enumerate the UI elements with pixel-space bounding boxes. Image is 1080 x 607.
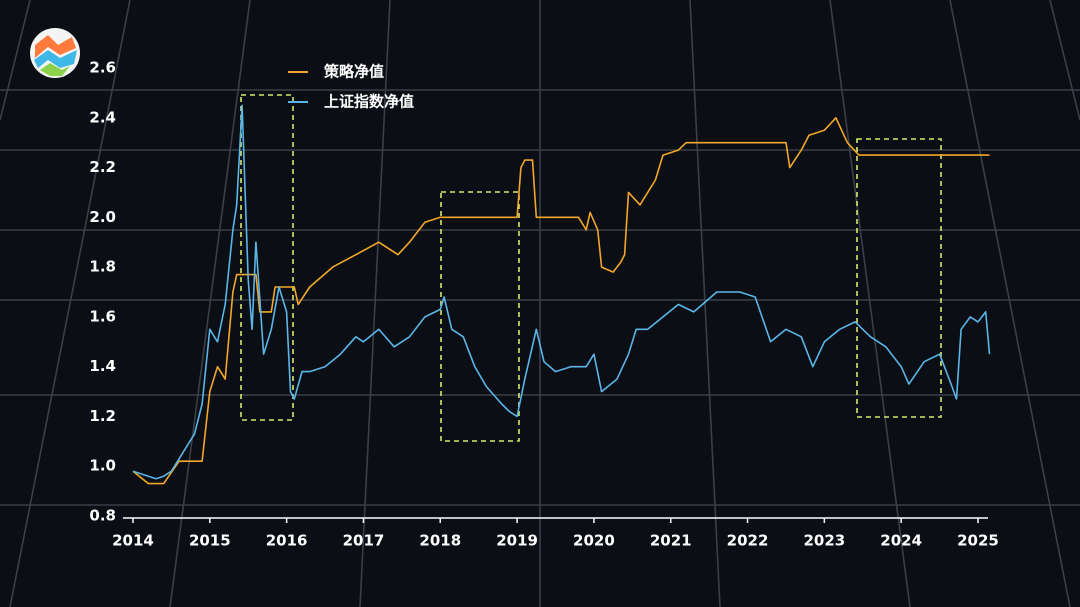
legend-label: 策略净值 <box>323 63 384 81</box>
x-tick-label: 2025 <box>957 532 999 550</box>
y-tick-label: 2.2 <box>89 158 116 176</box>
y-tick-label: 2.0 <box>89 208 116 226</box>
x-tick-label: 2017 <box>343 532 385 550</box>
x-tick-label: 2021 <box>650 532 692 550</box>
highlight-box <box>440 191 520 442</box>
x-tick-label: 2020 <box>573 532 615 550</box>
highlight-box <box>856 138 942 418</box>
x-tick-label: 2023 <box>803 532 845 550</box>
x-tick-label: 2014 <box>112 532 154 550</box>
y-tick-label: 0.8 <box>89 507 116 525</box>
y-tick-label: 2.4 <box>89 108 116 126</box>
x-tick-label: 2015 <box>189 532 231 550</box>
series-line <box>132 117 990 485</box>
y-tick-label: 1.4 <box>89 357 116 375</box>
series-line <box>132 104 991 480</box>
y-tick-label: 1.2 <box>89 407 116 425</box>
y-tick-label: 1.0 <box>89 457 116 475</box>
x-tick-label: 2022 <box>727 532 769 550</box>
logo <box>30 28 80 78</box>
x-tick-label: 2018 <box>419 532 461 550</box>
x-tick-label: 2016 <box>266 532 308 550</box>
y-tick-label: 2.6 <box>89 59 116 77</box>
x-tick-label: 2024 <box>880 532 922 550</box>
legend-label: 上证指数净值 <box>324 93 414 111</box>
x-tick-label: 2019 <box>496 532 538 550</box>
y-tick-label: 1.6 <box>89 307 116 325</box>
y-tick-label: 1.8 <box>89 258 116 276</box>
